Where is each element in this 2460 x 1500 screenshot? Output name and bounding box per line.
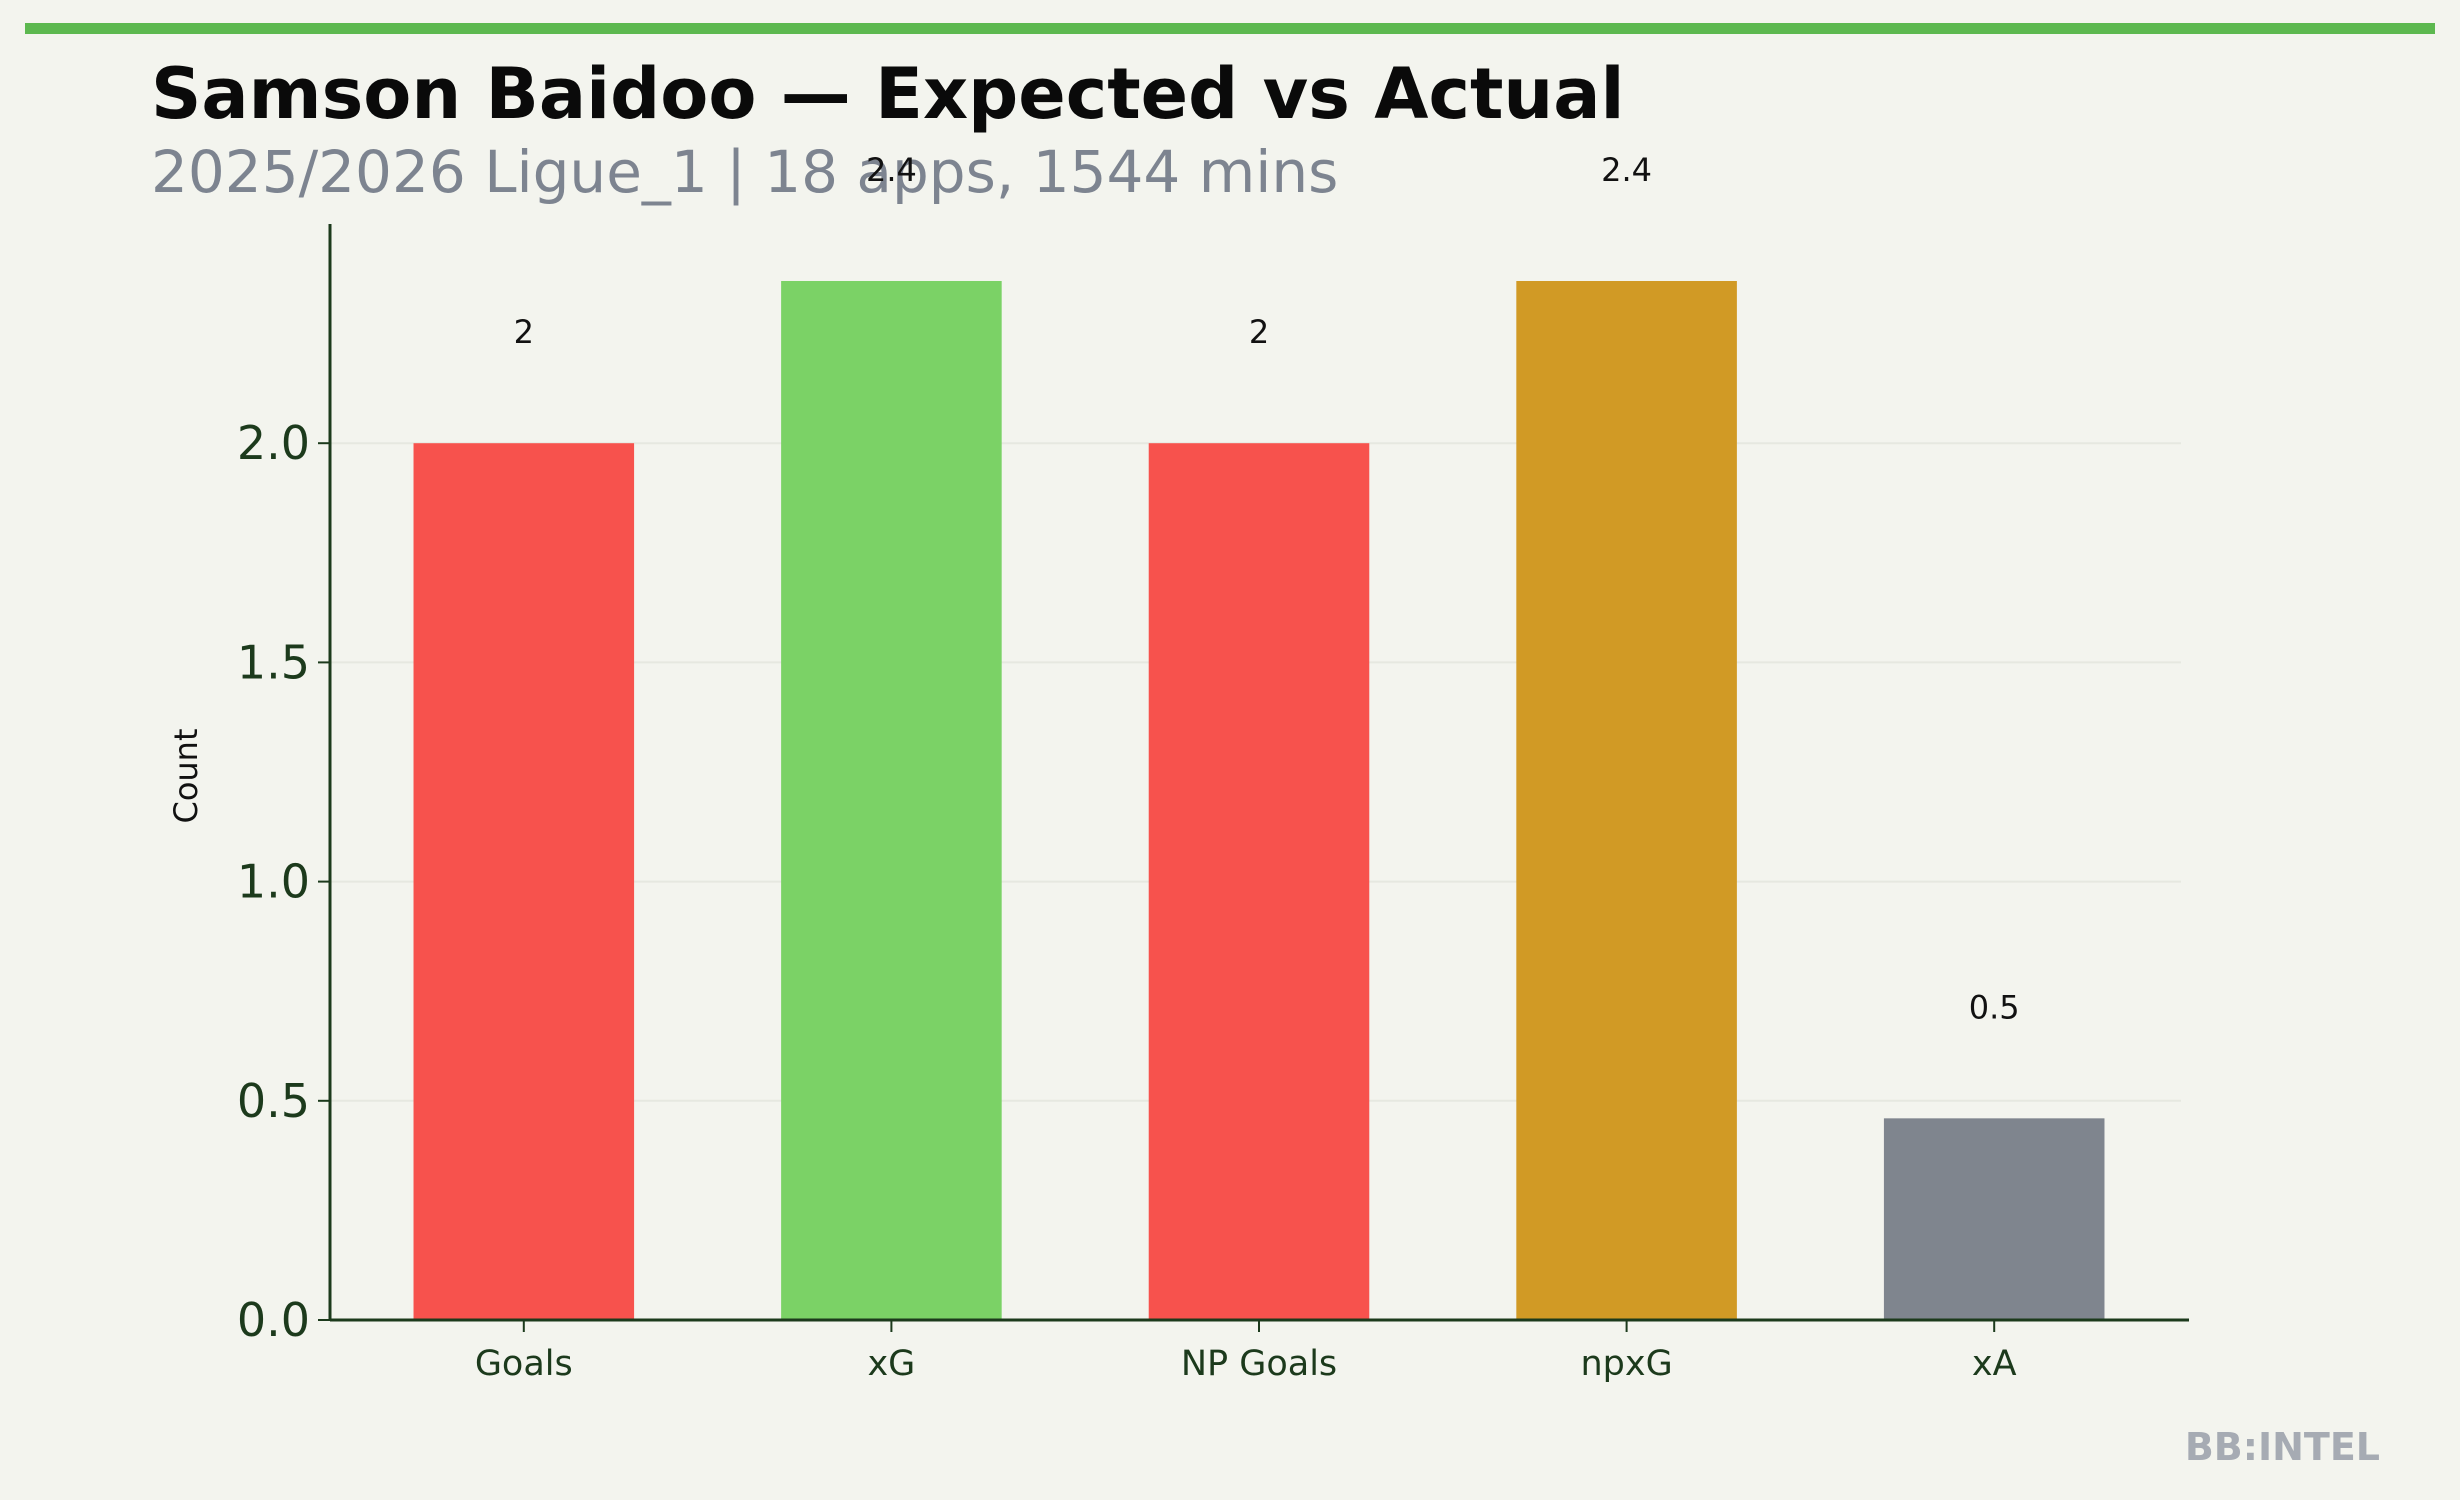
bar: [1883, 1118, 2105, 1320]
value-label: 2: [514, 313, 534, 351]
y-tick-label: 0.5: [237, 1074, 310, 1128]
value-label: 2.4: [866, 151, 917, 189]
bar: [413, 443, 635, 1320]
x-tick-label: Goals: [475, 1344, 573, 1384]
y-tick-label: 1.5: [237, 635, 310, 689]
value-label: 2.4: [1601, 151, 1652, 189]
top-accent: [25, 23, 2435, 34]
y-tick-label: 2.0: [237, 416, 310, 470]
y-tick-label: 1.0: [237, 855, 310, 909]
y-tick-label: 0.0: [237, 1293, 310, 1347]
chart-title: Samson Baidoo — Expected vs Actual: [151, 53, 1625, 135]
x-tick-label: NP Goals: [1181, 1344, 1337, 1384]
x-tick-label: xG: [867, 1344, 915, 1384]
bar: [1516, 280, 1737, 1321]
bar: [781, 280, 1002, 1321]
y-axis-label: Count: [167, 728, 205, 823]
watermark: BB:INTEL: [2185, 1425, 2380, 1469]
chart-subtitle: 2025/2026 Ligue_1 | 18 apps, 1544 mins: [151, 138, 1338, 206]
bar: [1148, 443, 1370, 1320]
value-label: 0.5: [1969, 988, 2020, 1026]
value-label: 2: [1249, 313, 1269, 351]
x-tick-label: xA: [1972, 1344, 2017, 1384]
x-tick-label: npxG: [1580, 1344, 1672, 1384]
